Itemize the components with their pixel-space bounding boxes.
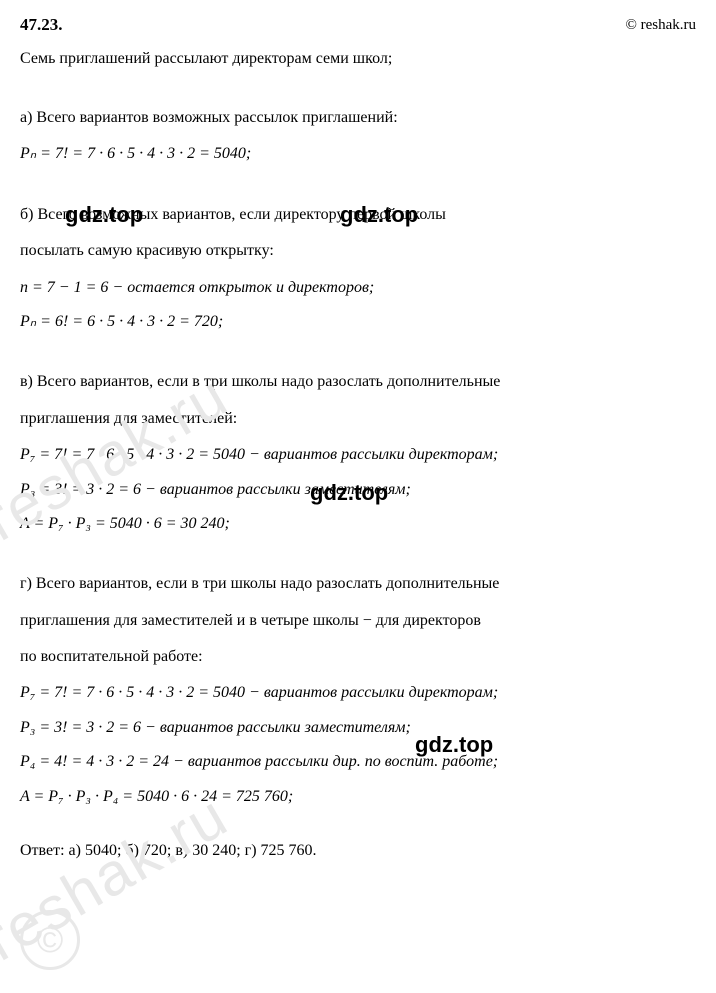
- section-d-formula3: P₄ = 4! = 4 · 3 · 2 = 24 − вариантов рас…: [20, 747, 696, 777]
- section-d-formula4: A = P₇ · P₃ · P₄ = 5040 · 6 · 24 = 725 7…: [20, 782, 696, 812]
- section-a: а) Всего вариантов возможных рассылок пр…: [20, 103, 696, 170]
- section-d-formula2: P₃ = 3! = 3 · 2 = 6 − вариантов рассылки…: [20, 713, 696, 743]
- copyright-text: © reshak.ru: [625, 17, 696, 34]
- section-b-formula1: n = 7 − 1 = 6 − остается открыток и дире…: [20, 273, 696, 303]
- problem-number: 47.23.: [20, 15, 63, 35]
- section-d: г) Всего вариантов, если в три школы над…: [20, 569, 696, 812]
- section-c-label1: в) Всего вариантов, если в три школы над…: [20, 367, 696, 397]
- problem-statement: Семь приглашений рассылают директорам се…: [20, 47, 696, 71]
- answer-text: Ответ: а) 5040; б) 720; в) 30 240; г) 72…: [20, 842, 696, 860]
- section-c-formula3: A = P₇ · P₃ = 5040 · 6 = 30 240;: [20, 509, 696, 539]
- section-d-label3: по воспитательной работе:: [20, 642, 696, 672]
- section-b-label1: б) Всего возможных вариантов, если дирек…: [20, 200, 696, 230]
- copyright-circle: ©: [20, 910, 80, 970]
- section-d-label2: приглашения для заместителей и в четыре …: [20, 606, 696, 636]
- section-d-label1: г) Всего вариантов, если в три школы над…: [20, 569, 696, 599]
- section-a-formula: Pₙ = 7! = 7 · 6 · 5 · 4 · 3 · 2 = 5040;: [20, 139, 696, 169]
- section-b-formula2: Pₙ = 6! = 6 · 5 · 4 · 3 · 2 = 720;: [20, 307, 696, 337]
- header-row: 47.23. © reshak.ru: [20, 15, 696, 35]
- section-d-formula1: P₇ = 7! = 7 · 6 · 5 · 4 · 3 · 2 = 5040 −…: [20, 678, 696, 708]
- section-b: б) Всего возможных вариантов, если дирек…: [20, 200, 696, 338]
- section-b-label2: посылать самую красивую открытку:: [20, 236, 696, 266]
- section-c: в) Всего вариантов, если в три школы над…: [20, 367, 696, 539]
- section-c-label2: приглашения для заместителей:: [20, 404, 696, 434]
- section-c-formula2: P₃ = 3! = 3 · 2 = 6 − вариантов рассылки…: [20, 475, 696, 505]
- section-a-label: а) Всего вариантов возможных рассылок пр…: [20, 103, 696, 133]
- section-c-formula1: P₇ = 7! = 7 · 6 · 5 · 4 · 3 · 2 = 5040 −…: [20, 440, 696, 470]
